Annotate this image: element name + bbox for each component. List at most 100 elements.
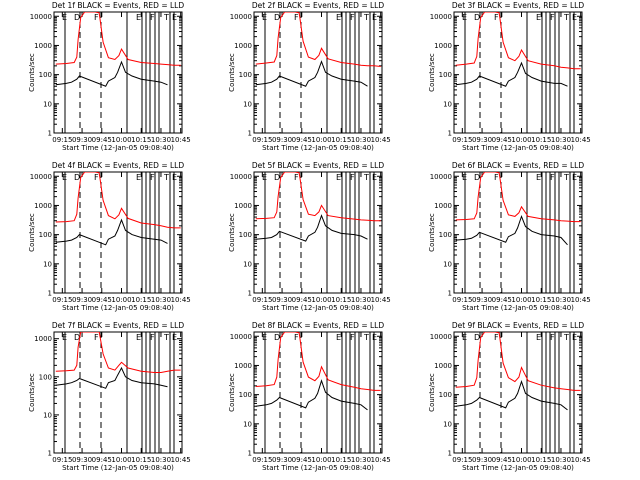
- chart-title: Det 7f BLACK = Events, RED = LLD: [52, 321, 185, 330]
- x-tick-label: 09:15: [52, 456, 72, 464]
- y-tick-label: 10000: [430, 173, 452, 181]
- y-axis-label: Counts/sec: [428, 373, 436, 412]
- marker-label: D: [474, 333, 480, 342]
- x-tick-label: 10:00: [511, 136, 531, 144]
- chart-title: Det 5f BLACK = Events, RED = LLD: [252, 161, 385, 170]
- x-tick-label: 09:30: [72, 136, 92, 144]
- x-tick-label: 10:00: [111, 456, 131, 464]
- x-tick-label: 09:45: [292, 136, 312, 144]
- x-tick-label: 09:15: [52, 296, 72, 304]
- x-tick-label: 10:45: [371, 136, 391, 144]
- y-tick-label: 10: [243, 420, 252, 428]
- y-tick-label: 10000: [30, 173, 52, 181]
- marker-label: F: [550, 173, 555, 182]
- x-tick-label: 10:45: [171, 296, 191, 304]
- series-group: [455, 12, 581, 87]
- marker-label: F: [94, 13, 99, 22]
- x-tick-label: 09:30: [72, 456, 92, 464]
- marker-label: F: [494, 173, 499, 182]
- y-tick-label: 100: [39, 71, 52, 79]
- x-tick-label: 09:45: [92, 296, 112, 304]
- marker-label: D: [274, 173, 280, 182]
- x-tick-label: 09:15: [452, 136, 472, 144]
- marker-label: D: [474, 13, 480, 22]
- plot-frame: [453, 171, 583, 294]
- marker-label: T: [163, 173, 169, 182]
- marker-label: D: [474, 173, 480, 182]
- marker-label: T: [363, 333, 369, 342]
- marker-label: E: [572, 13, 577, 22]
- y-tick-label: 1: [48, 290, 52, 298]
- x-tick-label: 09:45: [92, 136, 112, 144]
- series-group: [55, 12, 181, 87]
- x-tick-label: 10:30: [151, 456, 171, 464]
- marker-label: T: [563, 13, 569, 22]
- y-tick-label: 10000: [430, 333, 452, 341]
- marker-label: E: [136, 173, 141, 182]
- x-tick-label: 10:15: [131, 136, 151, 144]
- y-tick-label: 10: [443, 100, 452, 108]
- y-axis-label: Counts/sec: [428, 213, 436, 252]
- events-series-line: [455, 61, 568, 87]
- plot-frame: [253, 331, 383, 454]
- y-tick-label: 10: [443, 420, 452, 428]
- x-axis-label: Start Time (12-Jan-05 09:08:40): [462, 144, 574, 152]
- marker-label: T: [163, 13, 169, 22]
- y-tick-label: 1000: [34, 202, 52, 210]
- x-tick-label: 10:00: [311, 456, 331, 464]
- x-tick-label: 09:45: [492, 296, 512, 304]
- x-tick-label: 10:00: [311, 136, 331, 144]
- lld-series-line: [255, 12, 381, 67]
- x-axis-label: Start Time (12-Jan-05 09:08:40): [462, 304, 574, 312]
- marker-label: E: [172, 333, 177, 342]
- x-tick-label: 09:45: [92, 456, 112, 464]
- y-tick-label: 100: [239, 231, 252, 239]
- lld-series-line: [55, 12, 181, 66]
- x-tick-label: 10:30: [551, 136, 571, 144]
- y-axis-label: Counts/sec: [228, 53, 236, 92]
- marker-label: E: [536, 13, 541, 22]
- y-tick-label: 1: [48, 450, 52, 458]
- marker-label: F: [494, 13, 499, 22]
- y-tick-label: 1: [448, 450, 452, 458]
- x-tick-label: 10:00: [511, 296, 531, 304]
- series-group: [455, 172, 581, 246]
- chart-title: Det 9f BLACK = Events, RED = LLD: [452, 321, 585, 330]
- marker-label: E: [262, 173, 267, 182]
- events-series-line: [455, 214, 568, 246]
- x-tick-label: 09:15: [252, 136, 272, 144]
- x-tick-label: 09:30: [272, 456, 292, 464]
- x-axis-label: Start Time (12-Jan-05 09:08:40): [262, 464, 374, 472]
- marker-label: D: [274, 13, 280, 22]
- x-tick-label: 10:15: [331, 136, 351, 144]
- y-tick-label: 100: [239, 71, 252, 79]
- marker-label: F: [294, 13, 299, 22]
- y-tick-label: 10000: [30, 13, 52, 21]
- x-axis-label: Start Time (12-Jan-05 09:08:40): [262, 144, 374, 152]
- series-group: [455, 332, 581, 411]
- events-series-line: [55, 60, 168, 87]
- marker-label: F: [494, 333, 499, 342]
- plot-frame: [253, 11, 383, 134]
- marker-label: E: [372, 333, 377, 342]
- x-tick-label: 10:00: [111, 136, 131, 144]
- marker-label: F: [294, 333, 299, 342]
- x-tick-label: 09:30: [472, 456, 492, 464]
- plot-frame: [253, 171, 383, 294]
- plot-frame: [53, 171, 183, 294]
- marker-label: E: [336, 13, 341, 22]
- series-group: [55, 172, 181, 246]
- y-tick-label: 1: [48, 130, 52, 138]
- marker-label: E: [462, 173, 467, 182]
- y-axis-label: Counts/sec: [28, 373, 36, 412]
- y-tick-label: 10: [243, 260, 252, 268]
- marker-label: D: [74, 173, 80, 182]
- lld-series-line: [55, 332, 181, 373]
- x-axis-label: Start Time (12-Jan-05 09:08:40): [62, 144, 174, 152]
- x-tick-label: 10:15: [531, 456, 551, 464]
- marker-label: E: [262, 13, 267, 22]
